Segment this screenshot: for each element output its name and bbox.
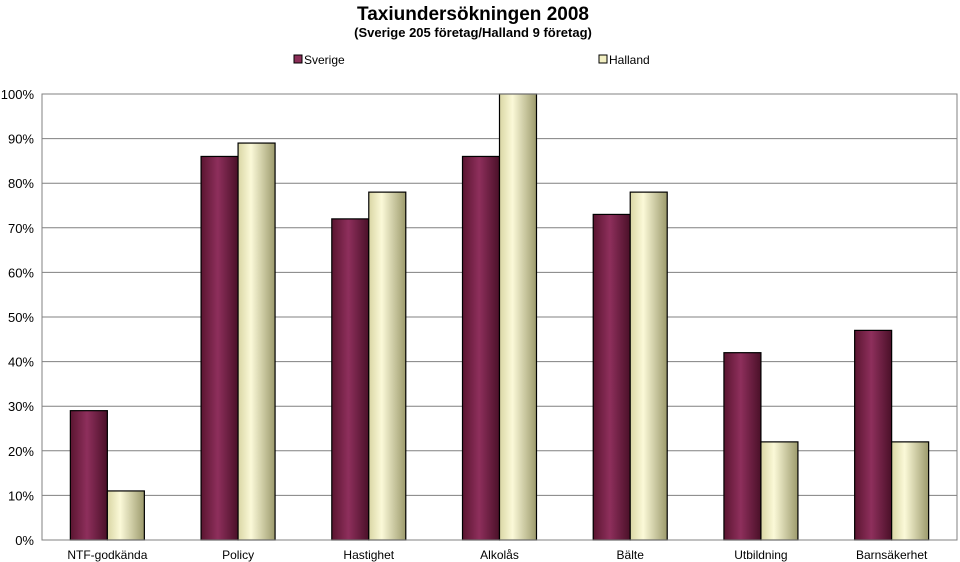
y-tick-label: 50% <box>8 310 34 325</box>
y-tick-label: 20% <box>8 444 34 459</box>
bar-halland-3 <box>368 191 407 541</box>
x-category-label: Utbildning <box>734 548 787 562</box>
x-category-label: Bälte <box>617 548 645 562</box>
y-tick-label: 30% <box>8 399 34 414</box>
y-tick-label: 100% <box>1 87 35 102</box>
x-category-label: NTF-godkända <box>67 548 147 562</box>
plot-area-frame <box>41 93 958 541</box>
bar-halland-2 <box>237 142 276 541</box>
bar-halland-6 <box>760 441 799 541</box>
legend: Sverige Halland <box>293 53 650 67</box>
x-category-label: Barnsäkerhet <box>856 548 928 562</box>
y-tick-label: 70% <box>8 221 34 236</box>
bar-sverige-2 <box>200 155 239 541</box>
chart-title: Taxiundersökningen 2008 <box>357 4 589 25</box>
bar-halland-7 <box>891 441 930 541</box>
bar-sverige-4 <box>461 155 501 541</box>
y-tick-label: 40% <box>8 355 34 370</box>
x-category-label: Hastighet <box>343 548 394 562</box>
y-tick-label: 80% <box>8 176 34 191</box>
bars <box>69 93 930 541</box>
legend-swatch-halland <box>598 54 608 64</box>
legend-label-halland: Halland <box>609 53 650 67</box>
bar-sverige-6 <box>723 352 762 541</box>
x-category-label: Alkolås <box>480 548 519 562</box>
chart-subtitle: (Sverige 205 företag/Halland 9 företag) <box>354 25 592 40</box>
bar-sverige-1 <box>69 410 108 541</box>
x-axis-categories: NTF-godkända Policy Hastighet Alkolås Bälte U… <box>67 548 928 562</box>
y-tick-label: 0% <box>15 533 34 548</box>
legend-swatch-sverige <box>293 54 303 64</box>
bar-halland-4 <box>498 93 538 541</box>
bar-sverige-7 <box>854 329 893 541</box>
y-tick-label: 60% <box>8 265 34 280</box>
x-category-label: Policy <box>222 548 254 562</box>
y-tick-label: 10% <box>8 488 34 503</box>
y-axis-ticks: 0% 10% 20% 30% 40% 50% 60% 70% 80% 90% 100% <box>1 87 35 548</box>
y-tick-label: 90% <box>8 132 34 147</box>
bar-halland-1 <box>106 490 145 541</box>
legend-label-sverige: Sverige <box>304 53 345 67</box>
bar-halland-5 <box>629 191 668 541</box>
bar-sverige-5 <box>592 213 631 541</box>
bar-sverige-3 <box>331 218 370 541</box>
